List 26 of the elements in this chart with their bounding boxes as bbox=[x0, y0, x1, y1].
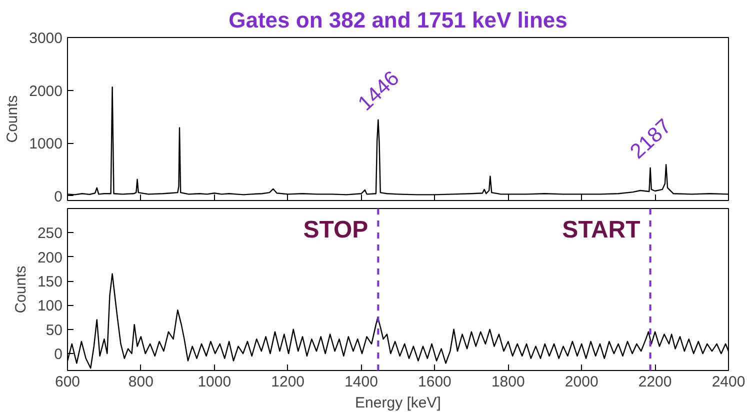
x-tick-label: 600 bbox=[54, 374, 80, 390]
x-tick-label: 1600 bbox=[418, 374, 452, 390]
y-axis-title: Counts bbox=[4, 95, 22, 143]
y-tick-label: 150 bbox=[37, 274, 63, 291]
y-tick-label: 2000 bbox=[29, 82, 63, 100]
x-tick-label: 1400 bbox=[344, 374, 378, 390]
y-tick-label: 200 bbox=[37, 249, 63, 266]
y-tick-label: 0 bbox=[54, 188, 62, 206]
y-tick-label: 1000 bbox=[29, 136, 63, 152]
x-tick-label: 2400 bbox=[712, 374, 746, 390]
x-tick-label: 1000 bbox=[198, 374, 232, 390]
x-axis-title: Energy [keV] bbox=[355, 394, 441, 412]
x-tick-label: 1200 bbox=[271, 374, 305, 390]
y-tick-label: 100 bbox=[37, 298, 63, 315]
y-axis-title: Counts bbox=[12, 266, 30, 314]
x-tick-label: 2000 bbox=[564, 374, 598, 390]
ref-line-label: STOP bbox=[303, 216, 368, 244]
y-tick-label: 250 bbox=[37, 225, 63, 242]
y-tick-label: 3000 bbox=[29, 30, 63, 47]
x-tick-label: 2200 bbox=[638, 374, 672, 390]
y-tick-label: 0 bbox=[54, 346, 62, 364]
ref-line-label: START bbox=[562, 216, 641, 244]
x-tick-label: 1800 bbox=[491, 374, 525, 390]
x-tick-label: 800 bbox=[128, 374, 154, 390]
chart-title: Gates on 382 and 1751 keV lines bbox=[228, 8, 568, 32]
y-tick-label: 50 bbox=[46, 322, 63, 339]
